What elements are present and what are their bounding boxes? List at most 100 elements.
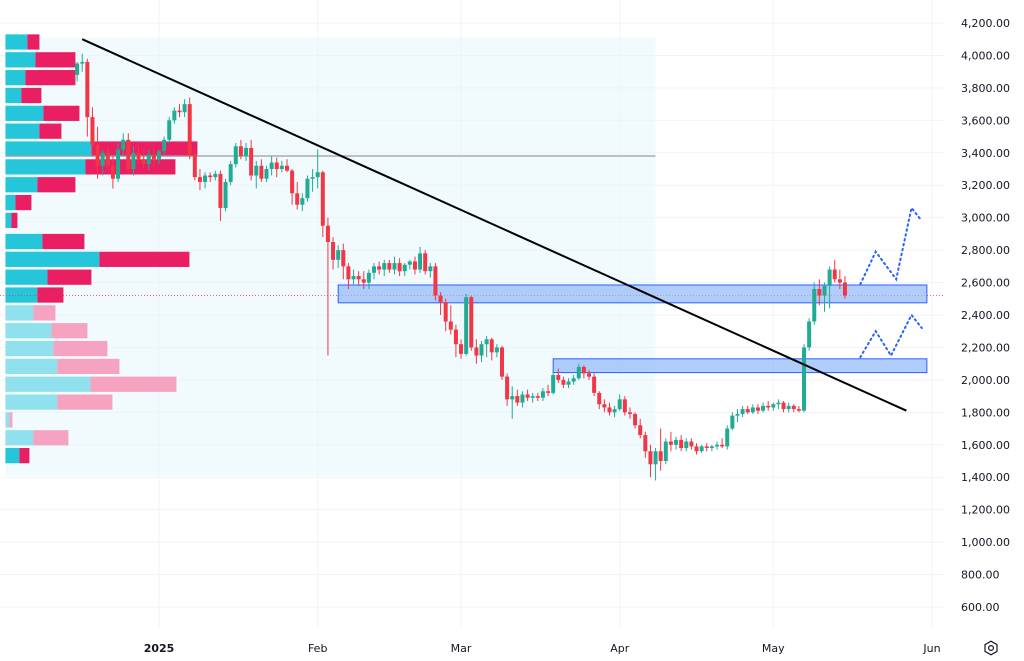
candle-body [131,152,136,169]
candle-body [735,413,740,416]
trendline-group[interactable] [81,38,907,412]
candle-body [658,451,663,461]
candle-body [566,381,571,385]
candle-body [284,165,289,171]
gear-icon[interactable] [982,639,1000,657]
candle-body [269,162,274,169]
volume-profile-bar-down [53,340,108,357]
candle-body [453,329,458,345]
candle-body [796,409,801,411]
volume-profile-bar-up [5,141,92,157]
candle-body [837,279,842,283]
volume-profile-bar-down [99,251,190,267]
candle-body [418,253,423,270]
candle-body [699,446,704,452]
candle-body [694,446,699,452]
trendline [81,38,907,412]
volume-profile-bar-down [42,233,85,250]
candle-body [151,154,156,160]
candle-body [387,263,392,270]
volume-profile-bar-up [5,448,20,464]
candle-body [771,404,776,408]
candle-body [208,175,213,178]
volume-profile-bar-up [5,287,38,303]
candle-body [233,146,238,165]
candle-body [249,147,254,176]
time-tick-label: Jun [922,642,940,655]
candle-body [807,321,812,348]
time-axis[interactable]: 2025 Feb Mar Apr May Jun [144,642,941,655]
candle-body [167,120,172,140]
volume-profile-bar-up [5,269,48,285]
time-tick-label: May [762,642,785,655]
price-tick-label: 1,400.00 [961,471,1010,484]
volume-profile-bar-down [37,287,64,303]
price-tick-label: 600.00 [961,601,1000,614]
volume-profile-bar-down [39,123,62,139]
candle-body [121,139,126,150]
candle-body [791,405,796,410]
projection-path-2 [859,313,923,359]
candle-body [100,152,105,166]
candle-body [643,435,648,452]
candle-body [730,415,735,429]
price-tick-label: 2,600.00 [961,277,1010,290]
volume-profile-bar-up [5,233,43,250]
volume-profile-bar-up [5,194,16,211]
candle-body [95,144,100,166]
time-tick-label: Mar [451,642,472,655]
candle-body [607,407,612,413]
candle-body [709,446,714,449]
candle-body [366,272,371,283]
candle-body [612,409,617,413]
candle-body [479,344,484,356]
candle-body [382,263,387,270]
candle-body [551,375,556,393]
volume-profile-bar-down [9,412,13,428]
candle-body [274,162,279,169]
support-zones[interactable] [337,284,928,374]
candle-body [720,444,725,447]
volume-profile-bar-down [43,105,80,121]
time-tick-label: 2025 [144,642,175,655]
price-tick-label: 1,800.00 [961,406,1010,419]
candle-body [520,394,525,403]
candle-body [116,149,121,179]
candle-body [392,263,397,270]
candle-body [244,147,249,157]
volume-profile-bar-up [5,376,91,392]
price-tick-label: 3,400.00 [961,147,1010,160]
volume-profile-bar-up [5,430,34,446]
volume-profile-bar-down [11,212,18,229]
volume-profile-bar-down [25,70,76,86]
candle-body [259,165,264,179]
candle-body [653,451,658,465]
candle-body [684,441,689,449]
candle-body [469,297,474,348]
volume-profile-bar-down [57,358,120,375]
candle-body [85,61,90,118]
candle-body [755,407,760,411]
candle-body [412,261,417,270]
candle-body [832,269,837,280]
candle-body [617,399,622,410]
candle-body [648,451,653,465]
volume-profile-bar-up [5,123,40,139]
candle-body [474,347,479,356]
price-tick-label: 2,000.00 [961,374,1010,387]
candlesticks [75,53,847,481]
price-axis[interactable]: 4,200.00 4,000.00 3,800.00 3,600.00 3,400.00… [961,17,1010,614]
projection-paths[interactable] [859,205,923,359]
candle-body [484,339,489,345]
support-zone-2 [552,358,928,374]
candle-body [776,402,781,405]
candle-body [351,276,356,280]
volume-profile-bar-up [5,358,58,375]
candle-body [505,376,510,400]
candle-body [197,177,202,182]
candle-body [587,373,592,377]
candle-body [638,425,643,436]
candle-body [146,154,151,165]
